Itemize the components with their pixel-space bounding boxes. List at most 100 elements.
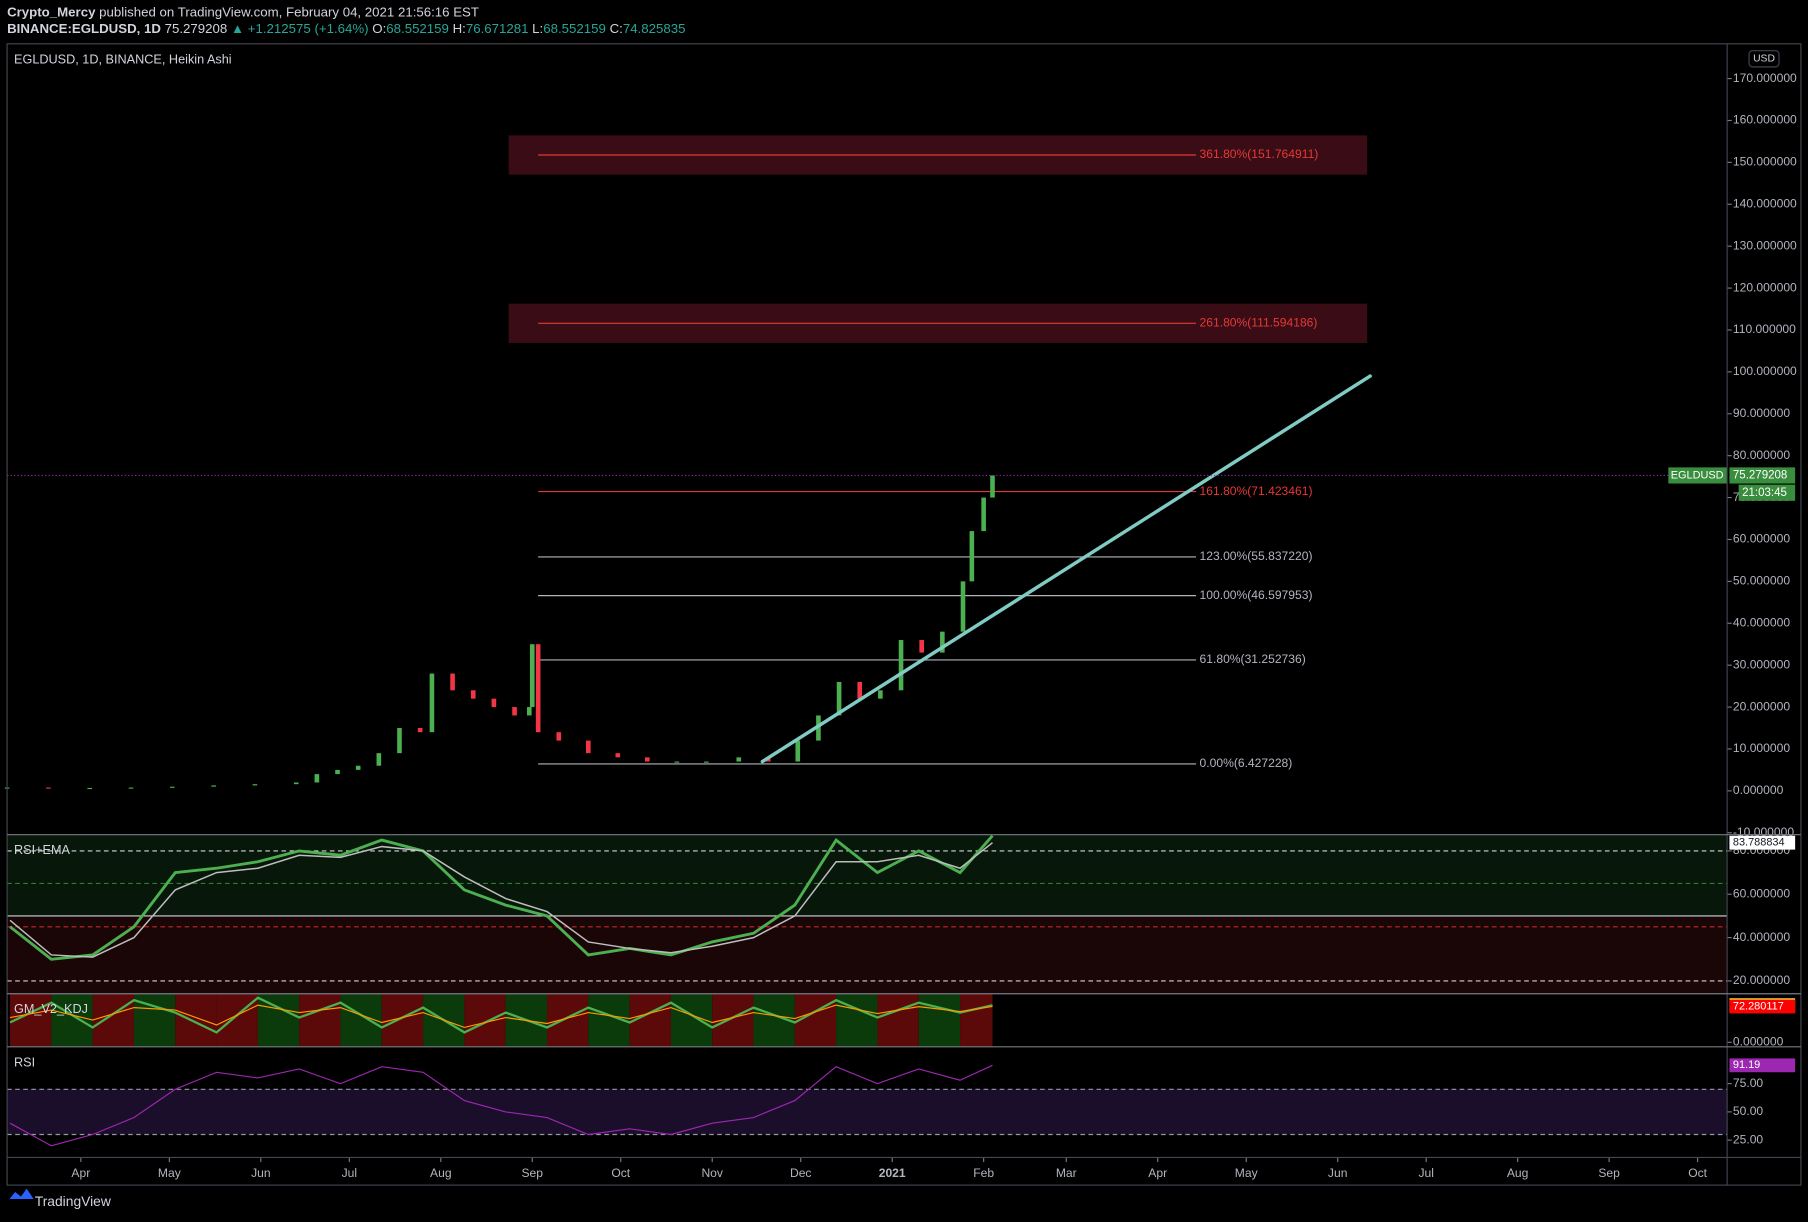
candle	[857, 681, 863, 699]
pane	[7, 834, 1728, 994]
symbol: BINANCE:EGLDUSD, 1D	[7, 20, 161, 35]
fib-label: 261.80%(111.594186)	[1200, 316, 1318, 330]
trendline	[760, 374, 1372, 764]
price-label: 75.279208	[1733, 470, 1787, 482]
header-line-2: BINANCE:EGLDUSD, 1D 75.279208 ▲ +1.21257…	[7, 20, 685, 35]
x-tick-label: Jun	[1328, 1166, 1348, 1180]
y-tick-label: 130.000000	[1733, 238, 1797, 252]
y-tick-label: 140.000000	[1733, 196, 1797, 210]
pane	[7, 1088, 1728, 1136]
price: 75.279208	[165, 20, 228, 35]
y-tick-label: 0.000000	[1733, 783, 1784, 797]
h-key: H:	[453, 20, 466, 35]
published: published on TradingView.com, February 0…	[99, 4, 479, 19]
header-line-1: Crypto_Mercy published on TradingView.co…	[7, 4, 479, 19]
candle	[314, 774, 320, 783]
candle	[526, 707, 532, 716]
currency[interactable]: USD	[1753, 54, 1775, 65]
stripe	[299, 993, 341, 1047]
candle	[512, 707, 517, 716]
x-tick-label: Oct	[611, 1166, 630, 1180]
candle	[898, 640, 904, 691]
candle	[417, 728, 423, 733]
candle	[940, 631, 945, 653]
candle	[878, 690, 883, 699]
indicator-line	[9, 996, 993, 1034]
x-tick-label: Mar	[1056, 1166, 1077, 1180]
y-tick-label: 60.000000	[1733, 532, 1790, 546]
y-tick-label: 50.00	[1733, 1104, 1764, 1118]
x-tick-label: Aug	[430, 1166, 452, 1180]
x-tick-label: May	[1235, 1166, 1259, 1180]
x-tick-label: Dec	[790, 1166, 812, 1180]
value-label: 72.280117	[1733, 1000, 1784, 1012]
main-title: EGLDUSD, 1D, BINANCE, Heikin Ashi	[14, 52, 232, 66]
x-tick-label: May	[158, 1166, 182, 1180]
x-tick-label: Oct	[1688, 1166, 1707, 1180]
candle	[128, 787, 134, 789]
fib-label: 161.80%(71.423461)	[1200, 484, 1313, 498]
y-tick-label: 170.000000	[1733, 71, 1797, 85]
y-tick-label: 20.000000	[1733, 973, 1790, 987]
pane-title: GM_V2_KDJ	[14, 1002, 88, 1016]
y-tick-label: 50.000000	[1733, 574, 1790, 588]
x-tick-label: Feb	[973, 1166, 994, 1180]
candle	[450, 673, 455, 691]
stripe	[92, 993, 134, 1047]
h-value: 76.671281	[466, 20, 529, 35]
y-tick-label: 150.000000	[1733, 155, 1797, 169]
stripe	[794, 993, 837, 1047]
l-value: 68.552159	[543, 20, 606, 35]
candle	[470, 690, 476, 699]
y-tick-label: 40.000000	[1733, 615, 1790, 629]
x-tick-label: Aug	[1507, 1166, 1529, 1180]
change: ▲ +1.212575 (+1.64%)	[231, 20, 369, 35]
indicator-line	[9, 1004, 993, 1029]
symbol-label: EGLDUSD	[1671, 469, 1724, 481]
candle	[795, 740, 801, 762]
brand: TradingView	[35, 1193, 112, 1209]
pane-title: RSI	[14, 1055, 35, 1069]
candle	[429, 673, 435, 733]
countdown: 21:03:45	[1742, 487, 1787, 499]
y-tick-label: 80.000000	[1733, 448, 1790, 462]
currency-button[interactable]	[1748, 50, 1780, 68]
o-value: 68.552159	[386, 20, 449, 35]
pane-title: RSI+EMA	[14, 843, 71, 857]
candle	[87, 787, 93, 790]
fib-label: 0.00%(6.427228)	[1200, 756, 1293, 770]
x-tick-label: Jul	[342, 1166, 357, 1180]
candle	[355, 765, 361, 770]
fib-label: 61.80%(31.252736)	[1200, 652, 1306, 666]
candle	[586, 740, 591, 754]
o-key: O:	[372, 20, 386, 35]
x-tick-label: 2021	[879, 1166, 906, 1180]
candle	[836, 681, 842, 716]
y-tick-label: 30.000000	[1733, 657, 1790, 671]
band	[7, 915, 1728, 994]
c-value: 74.825835	[623, 20, 686, 35]
band	[7, 1089, 1728, 1135]
candle	[529, 644, 535, 708]
stripe	[877, 993, 919, 1047]
value-label: 91.19	[1733, 1059, 1760, 1071]
countdown-box	[1738, 484, 1796, 501]
x-tick-label: Nov	[701, 1166, 723, 1180]
band	[7, 834, 1728, 916]
value-box	[1729, 835, 1796, 850]
y-tick-label: 10.000000	[1733, 741, 1790, 755]
candle	[981, 497, 986, 532]
candle	[615, 753, 621, 758]
x-tick-label: Sep	[521, 1166, 543, 1180]
value-label: 83.788834	[1733, 837, 1785, 849]
candle	[704, 761, 709, 763]
c-key: C:	[610, 20, 623, 35]
y-tick-label: 90.000000	[1733, 406, 1790, 420]
candle	[491, 698, 497, 708]
stripe	[381, 993, 424, 1047]
stripe	[464, 993, 506, 1047]
candle	[211, 785, 216, 787]
candle	[376, 753, 382, 766]
l-key: L:	[532, 20, 543, 35]
candle	[397, 728, 402, 754]
